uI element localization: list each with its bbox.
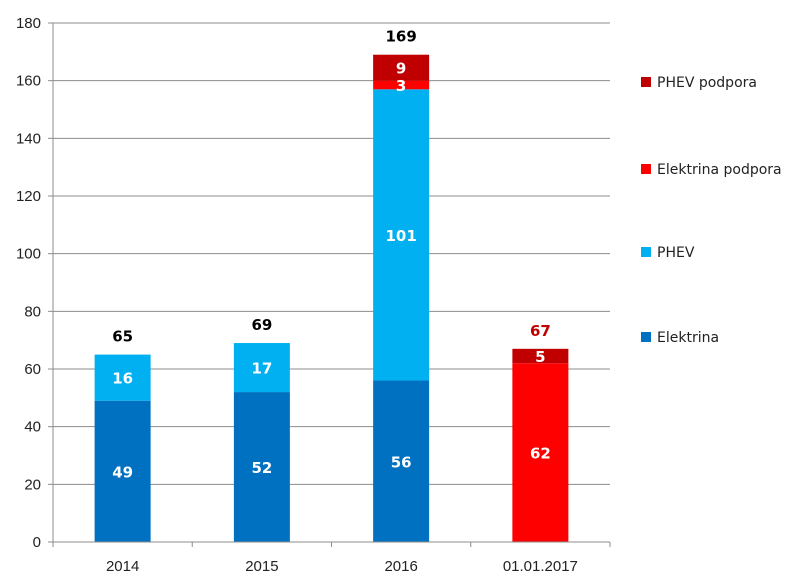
y-tick-label-40: 40 xyxy=(24,419,41,436)
y-tick-label-80: 80 xyxy=(24,303,41,320)
bars xyxy=(94,54,569,542)
data-label-elektrina-2015: 52 xyxy=(251,459,272,477)
bar-segment-elektrina-podpora-2016 xyxy=(373,80,430,90)
total-label-2014: 65 xyxy=(112,328,133,346)
x-axis: 2014 2015 2016 01.01.2017 xyxy=(52,541,611,575)
total-label-2015: 69 xyxy=(251,316,272,334)
y-tick-label-20: 20 xyxy=(24,476,41,493)
y-tick-label-60: 60 xyxy=(24,361,41,378)
total-label-2016: 169 xyxy=(385,28,416,46)
bar-segment-elektrina-podpora-01.01.2017 xyxy=(512,363,569,542)
y-tick-label-0: 0 xyxy=(33,534,41,551)
legend-swatch-elektrina-podpora xyxy=(641,164,651,174)
data-label-elektrina-2014: 49 xyxy=(112,463,133,481)
bar-segment-elektrina-2014 xyxy=(94,400,151,542)
bar-segment-phev-2016 xyxy=(373,89,430,381)
total-label-01.01.2017: 67 xyxy=(530,322,551,340)
data-label-phev-2015: 17 xyxy=(251,360,272,378)
y-tick-label-100: 100 xyxy=(16,246,41,263)
x-tick-label-2016: 2016 xyxy=(384,558,417,575)
data-label-phev-2016: 101 xyxy=(385,227,416,245)
bar-segment-phev-2015 xyxy=(233,343,290,393)
y-axis: 0 20 40 60 80 100 120 140 160 180 xyxy=(16,15,54,551)
legend: PHEV podpora Elektrina podpora PHEV Elektri… xyxy=(641,75,782,346)
legend-label-phev-podpora: PHEV podpora xyxy=(657,75,757,91)
bar-segment-phev-2014 xyxy=(94,354,151,401)
x-tick-label-01.01.2017: 01.01.2017 xyxy=(503,558,578,575)
legend-swatch-phev xyxy=(641,247,651,257)
data-label-elektrina-podpora-01.01.2017: 62 xyxy=(530,445,551,463)
bar-segment-elektrina-2015 xyxy=(233,392,290,542)
legend-label-phev: PHEV xyxy=(657,245,695,261)
x-tick-label-2014: 2014 xyxy=(106,558,139,575)
legend-swatch-phev-podpora xyxy=(641,77,651,87)
bar-segment-phev-podpora-2016 xyxy=(373,54,430,81)
legend-label-elektrina-podpora: Elektrina podpora xyxy=(657,162,782,178)
legend-swatch-elektrina xyxy=(641,332,651,342)
bar-segment-phev-podpora-01.01.2017 xyxy=(512,348,569,364)
y-tick-label-180: 180 xyxy=(16,15,41,32)
bar-segment-elektrina-2016 xyxy=(373,380,430,542)
data-label-elektrina-podpora-2016: 3 xyxy=(396,77,406,95)
data-label-phev-2014: 16 xyxy=(112,370,133,388)
data-labels: 49 16 65 52 17 69 56 101 39 169 62 5 67 xyxy=(112,28,551,482)
y-tick-label-120: 120 xyxy=(16,188,41,205)
y-tick-label-140: 140 xyxy=(16,130,41,147)
legend-label-elektrina: Elektrina xyxy=(657,330,719,346)
x-tick-label-2015: 2015 xyxy=(245,558,278,575)
data-label-phev-podpora-01.01.2017: 5 xyxy=(535,348,545,366)
data-label-elektrina-2016: 56 xyxy=(391,453,412,471)
y-tick-label-160: 160 xyxy=(16,73,41,90)
data-label-phev-podpora-2016: 9 xyxy=(396,60,406,78)
